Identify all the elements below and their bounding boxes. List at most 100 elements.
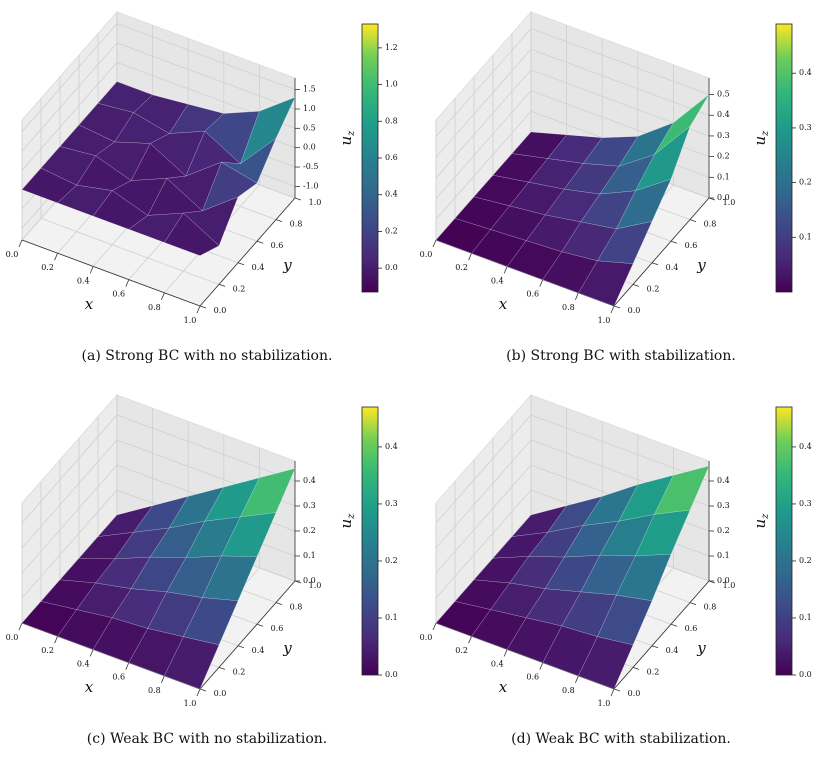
y-tick bbox=[651, 262, 659, 266]
x-tick bbox=[468, 636, 472, 644]
colorbar-tick-label: 1.0 bbox=[385, 80, 398, 89]
surface-patch bbox=[578, 260, 634, 307]
grid-line bbox=[21, 414, 118, 524]
y-tick bbox=[670, 623, 678, 627]
x-tick-label: 0.0 bbox=[6, 633, 19, 642]
axis-line bbox=[199, 580, 296, 690]
grid-line bbox=[435, 90, 532, 199]
colorbar-tick-label: 0.1 bbox=[385, 613, 398, 622]
colorbar-tick-label: 0.2 bbox=[799, 556, 812, 565]
z-tick-label: 0.2 bbox=[303, 526, 316, 535]
y-tick-label: 0.6 bbox=[685, 624, 698, 633]
surface-patch bbox=[578, 636, 634, 690]
x-tick-label: 0.8 bbox=[562, 686, 575, 695]
x-tick bbox=[196, 688, 201, 697]
y-tick bbox=[275, 219, 283, 222]
x-tick bbox=[539, 662, 544, 670]
z-axis-label-sub: z bbox=[346, 130, 357, 137]
axis-line bbox=[21, 239, 201, 307]
z-tick-label: -1.0 bbox=[303, 181, 318, 190]
surface-patch bbox=[221, 512, 277, 557]
y-tick-label: 0.8 bbox=[704, 220, 717, 229]
x-axis-label: x bbox=[499, 678, 508, 696]
colorbar-tick-label: 0.4 bbox=[799, 68, 812, 77]
axis-line bbox=[613, 580, 710, 690]
grid-line bbox=[435, 489, 532, 599]
x-tick bbox=[89, 649, 94, 657]
z-tick-label: 0.4 bbox=[717, 110, 730, 119]
x-tick-label: 0.4 bbox=[77, 276, 90, 285]
x-tick bbox=[89, 266, 94, 274]
y-tick-label: 0.4 bbox=[252, 263, 265, 272]
grid-line bbox=[530, 414, 710, 482]
caption: (a) Strong BC with no stabilization. bbox=[82, 348, 333, 364]
surface-patch bbox=[239, 96, 296, 165]
colorbar-tick-label: 0.3 bbox=[385, 499, 398, 508]
colorbar-tick-label: 0.4 bbox=[385, 190, 398, 199]
colorbar bbox=[361, 23, 379, 293]
x-tick-label: 0.8 bbox=[562, 303, 575, 312]
x-tick bbox=[18, 239, 23, 248]
subfigure: 0.00.20.40.60.81.00.00.20.40.60.81.00.00… bbox=[420, 393, 812, 747]
x-tick bbox=[610, 305, 615, 314]
x-tick bbox=[575, 292, 579, 300]
x-tick-label: 0.8 bbox=[148, 303, 161, 312]
y-tick bbox=[199, 688, 207, 692]
y-tick-label: 0.8 bbox=[290, 603, 303, 612]
x-tick bbox=[432, 622, 437, 631]
x-tick-label: 0.0 bbox=[6, 250, 19, 259]
colorbar-tick-label: 0.3 bbox=[799, 123, 812, 132]
z-tick-label: 0.0 bbox=[717, 576, 730, 585]
colorbar-tick-label: 0.2 bbox=[385, 556, 398, 565]
y-tick bbox=[237, 262, 245, 266]
grid-line bbox=[435, 414, 532, 524]
x-tick bbox=[575, 675, 579, 683]
z-tick-label: -0.5 bbox=[303, 162, 318, 171]
y-tick-label: 0.8 bbox=[290, 220, 303, 229]
z-axis-label: uz bbox=[751, 130, 771, 146]
z-tick-label: 0.1 bbox=[717, 172, 730, 181]
x-tick-label: 0.2 bbox=[455, 263, 468, 272]
z-axis-label-base: u bbox=[337, 136, 355, 146]
grid-line bbox=[21, 81, 118, 190]
y-tick-label: 1.0 bbox=[723, 198, 736, 207]
x-tick bbox=[610, 688, 615, 697]
y-tick bbox=[237, 645, 245, 649]
x-tick bbox=[161, 675, 165, 683]
x-axis-label: x bbox=[85, 295, 94, 313]
z-tick-label: 0.1 bbox=[717, 551, 730, 560]
z-axis-label-base: u bbox=[337, 519, 355, 529]
colorbar bbox=[361, 406, 379, 676]
colorbar-tick-label: 0.4 bbox=[385, 442, 398, 451]
x-tick-label: 0.2 bbox=[41, 263, 54, 272]
y-tick bbox=[613, 305, 621, 309]
y-tick-label: 0.0 bbox=[214, 689, 227, 698]
x-tick-label: 0.4 bbox=[77, 659, 90, 668]
grid-line bbox=[116, 42, 296, 110]
caption: (c) Weak BC with no stabilization. bbox=[87, 731, 327, 747]
surface-patch bbox=[654, 94, 710, 155]
x-tick-label: 0.6 bbox=[526, 290, 539, 299]
x-tick bbox=[54, 253, 58, 261]
x-tick-label: 0.4 bbox=[491, 276, 504, 285]
surface-patch bbox=[597, 594, 653, 646]
y-axis-label: y bbox=[696, 256, 706, 274]
x-tick-label: 0.2 bbox=[455, 646, 468, 655]
y-tick bbox=[256, 623, 264, 627]
z-tick-label: 0.5 bbox=[303, 123, 316, 132]
z-tick-label: 0.3 bbox=[303, 501, 316, 510]
y-tick bbox=[275, 602, 283, 605]
grid-line bbox=[116, 414, 296, 482]
y-tick-label: 0.0 bbox=[628, 689, 641, 698]
subfigure: 0.0 0.2 0.4 0.6 0.8 1.0 0.0 0.2 0.4 0.6 0.8 1.0 -1.0… bbox=[6, 10, 398, 364]
colorbar-tick-label: 0.0 bbox=[385, 670, 398, 679]
colorbar bbox=[775, 23, 793, 293]
colorbar-tick-label: 0.8 bbox=[385, 116, 398, 125]
x-tick bbox=[503, 266, 508, 274]
grid-line bbox=[40, 218, 220, 285]
x-tick bbox=[503, 649, 508, 657]
z-tick-label: 0.2 bbox=[717, 526, 730, 535]
y-tick-label: 0.6 bbox=[271, 241, 284, 250]
z-axis-label: uz bbox=[337, 513, 357, 529]
subfigure: 0.00.20.40.60.81.00.00.20.40.60.81.00.00… bbox=[6, 393, 398, 747]
